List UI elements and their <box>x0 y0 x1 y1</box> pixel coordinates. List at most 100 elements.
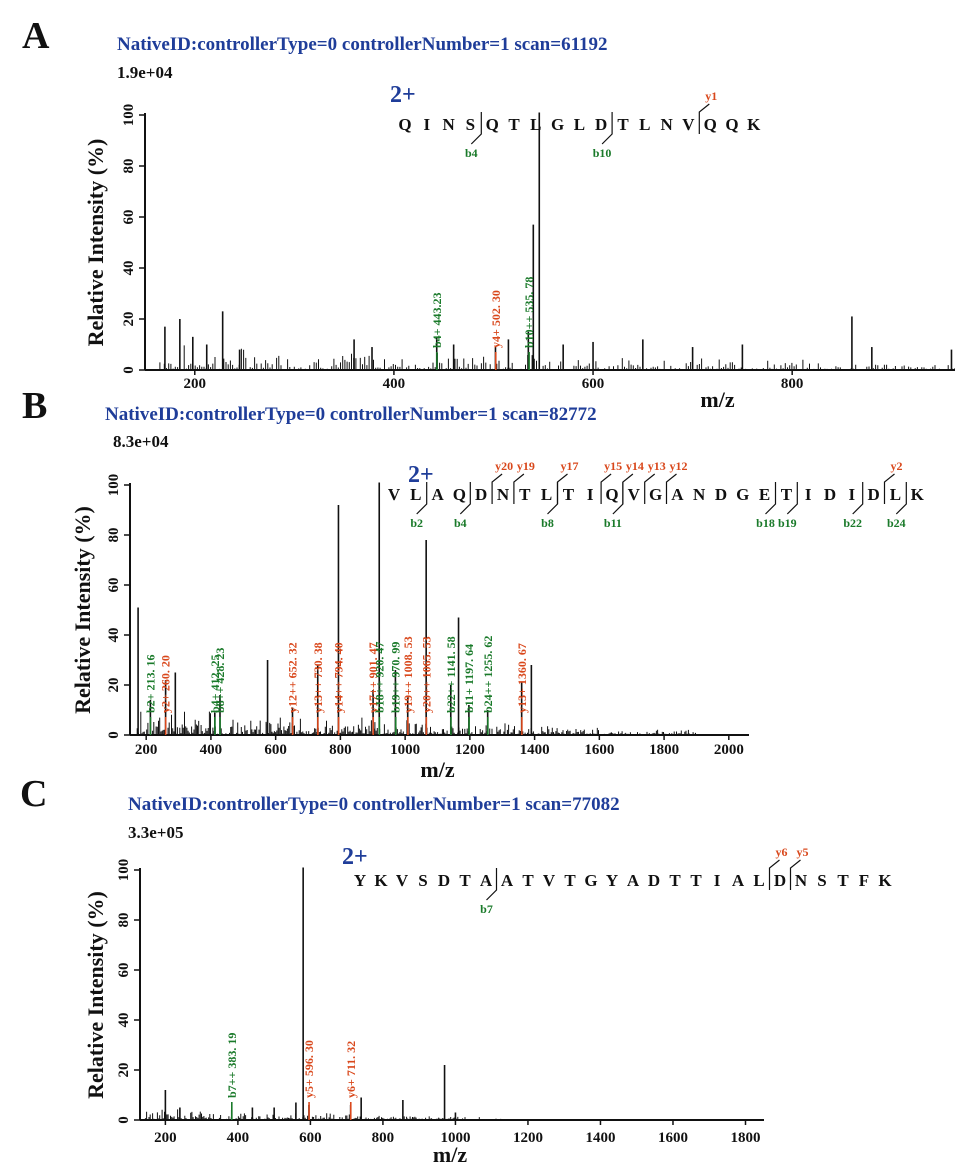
x-tick-label: 200 <box>184 376 207 392</box>
sequence-residue: T <box>564 871 576 890</box>
peak-annotation: b8++ 428. 23 <box>213 648 227 713</box>
x-tick-label: 1200 <box>513 1130 543 1146</box>
noise-peaks <box>144 1109 510 1120</box>
peak-annotation: y14++ 794. 40 <box>332 642 346 713</box>
fragment-marker <box>470 112 482 145</box>
sequence-residue: N <box>497 485 510 504</box>
y-tick-label: 100 <box>121 104 137 127</box>
fragment-label: b11 <box>604 516 622 530</box>
fragment-label: b18 <box>756 516 775 530</box>
sequence-residue: I <box>423 115 430 134</box>
y-tick-label: 0 <box>116 1116 132 1124</box>
fragment-label: y14 <box>626 459 644 473</box>
sequence-residue: T <box>690 871 702 890</box>
sequence-residue: N <box>795 871 808 890</box>
fragment-marker <box>416 482 428 515</box>
sequence-residue: D <box>595 115 607 134</box>
panel-C: C NativeID:controllerType=0 controllerNum… <box>20 773 892 1167</box>
fragment-marker <box>765 482 777 515</box>
y-tick-label: 80 <box>121 159 137 174</box>
sequence-residue: S <box>817 871 826 890</box>
sequence-residue: T <box>522 871 534 890</box>
x-tick-label: 1000 <box>440 1130 470 1146</box>
sequence-residue: A <box>431 485 444 504</box>
fragment-label: b4 <box>454 516 467 530</box>
peak-annotation: b2+ 213. 16 <box>143 654 157 713</box>
max-intensity: 1.9e+04 <box>117 63 173 82</box>
panel-letter: B <box>22 385 47 427</box>
x-tick-label: 1400 <box>585 1130 615 1146</box>
y-tick-label: 100 <box>116 859 132 882</box>
peak-annotation: b11+ 1197. 64 <box>462 644 476 713</box>
sequence-residue: K <box>374 871 388 890</box>
sequence-residue: I <box>848 485 855 504</box>
sequence-residue: F <box>859 871 869 890</box>
sequence-residue: T <box>617 115 629 134</box>
sequence-residue: Y <box>354 871 366 890</box>
sequence-residue: L <box>753 871 764 890</box>
y-axis-title: Relative Intensity (%) <box>70 506 95 714</box>
fragment-marker <box>698 103 710 134</box>
y-tick-label: 40 <box>121 261 137 276</box>
peak-annotation: y17++ 901. 47 <box>366 642 380 713</box>
fragment-marker <box>852 482 864 515</box>
y-tick-label: 60 <box>116 963 132 978</box>
sequence-residue: T <box>563 485 575 504</box>
fragment-label: y13 <box>648 459 666 473</box>
sequence-residue: L <box>530 115 541 134</box>
peak-annotation: b19++ 970. 99 <box>389 642 403 713</box>
x-tick-label: 800 <box>372 1130 395 1146</box>
fragment-label: b10 <box>593 146 612 160</box>
y-tick-label: 40 <box>106 628 122 643</box>
sequence-residue: I <box>587 485 594 504</box>
peak-annotation: b4+ 443.23 <box>430 292 444 348</box>
y-tick-label: 20 <box>121 312 137 327</box>
sequence-residue: Q <box>486 115 499 134</box>
fragment-label: y15 <box>604 459 622 473</box>
fragment-label: b24 <box>887 516 906 530</box>
peak-annotation: b22++ 1141. 58 <box>444 636 458 713</box>
fragment-marker <box>786 482 798 515</box>
sequence-residue: L <box>890 485 901 504</box>
x-tick-label: 1600 <box>658 1130 688 1146</box>
sequence-residue: Q <box>453 485 466 504</box>
peak-annotation: y13+ 1360. 67 <box>515 643 529 713</box>
sequence-residue: A <box>732 871 745 890</box>
panel-A: A NativeID:controllerType=0 controllerNum… <box>22 15 955 412</box>
sequence-residue: T <box>669 871 681 890</box>
sequence-residue: A <box>627 871 640 890</box>
sequence-residue: A <box>480 871 493 890</box>
fragment-marker <box>601 112 613 145</box>
scan-title: NativeID:controllerType=0 controllerNumb… <box>105 404 597 425</box>
peak-annotation: b10++ 535. 78 <box>522 277 536 348</box>
charge-state: 2+ <box>408 462 434 488</box>
sequence-residue: D <box>715 485 727 504</box>
x-tick-label: 400 <box>383 376 406 392</box>
sequence-residue: V <box>388 485 401 504</box>
peak-annotation: y20++ 1065. 53 <box>419 636 433 713</box>
sequence-residue: L <box>541 485 552 504</box>
sequence-residue: G <box>649 485 662 504</box>
sequence-residue: V <box>682 115 695 134</box>
x-tick-label: 800 <box>781 376 804 392</box>
peak-annotation: y2+ 260. 20 <box>159 655 173 713</box>
y-tick-label: 60 <box>106 578 122 593</box>
sequence-residue: D <box>774 871 786 890</box>
sequence-residue: V <box>628 485 641 504</box>
x-tick-label: 400 <box>227 1130 250 1146</box>
sequence-residue: K <box>878 871 892 890</box>
charge-state: 2+ <box>390 82 416 108</box>
sequence-residue: T <box>837 871 849 890</box>
charge-state: 2+ <box>342 844 368 870</box>
fragment-label: y6 <box>776 845 788 859</box>
sequence-residue: I <box>714 871 721 890</box>
x-tick-label: 1000 <box>390 742 420 758</box>
sequence-residue: Q <box>398 115 411 134</box>
sequence-residue: D <box>867 485 879 504</box>
y-tick-label: 40 <box>116 1013 132 1028</box>
x-axis-title: m/z <box>420 757 454 782</box>
y-tick-label: 60 <box>121 210 137 225</box>
x-tick-label: 600 <box>582 376 605 392</box>
sequence-residue: Q <box>725 115 738 134</box>
